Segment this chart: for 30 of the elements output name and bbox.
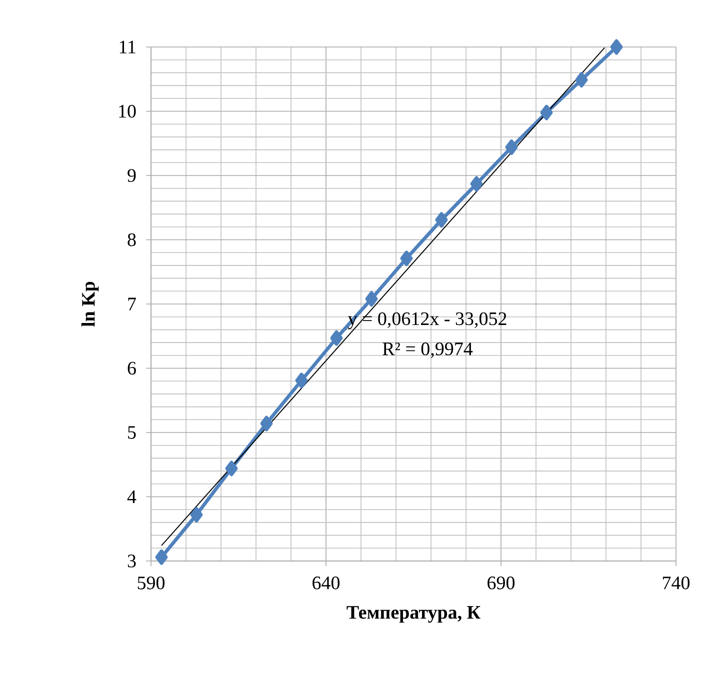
point [365,291,378,307]
y-tick-label: 10 [119,104,136,118]
y-tick-label: 9 [128,169,136,182]
y-tick-label: 8 [128,233,136,246]
x-tick-label: 590 [138,576,165,590]
point [505,140,518,155]
y-tick-label: 5 [128,426,136,439]
x-tick-label: 640 [312,576,340,590]
x-tick-label: 690 [488,576,515,590]
point [400,250,413,266]
point [260,416,273,432]
point [470,176,483,192]
annotation: R² = 0,9974 [382,342,473,358]
point [540,104,553,120]
point [295,372,308,388]
y-axis-title: ln Kp [81,282,99,327]
point [155,549,168,565]
y-tick-label: 7 [128,298,136,310]
y-tick-label: 4 [127,490,136,504]
point [610,39,623,55]
point [330,330,343,346]
y-tick-label: 6 [128,362,136,375]
x-axis-title: Температура, К [346,606,480,623]
y-tick-label: 11 [120,40,136,54]
point [575,72,588,88]
point [225,460,238,476]
y-tick-label: 3 [128,554,136,568]
point [190,507,203,522]
x-tick-label: 740 [663,576,690,590]
point [435,212,448,228]
